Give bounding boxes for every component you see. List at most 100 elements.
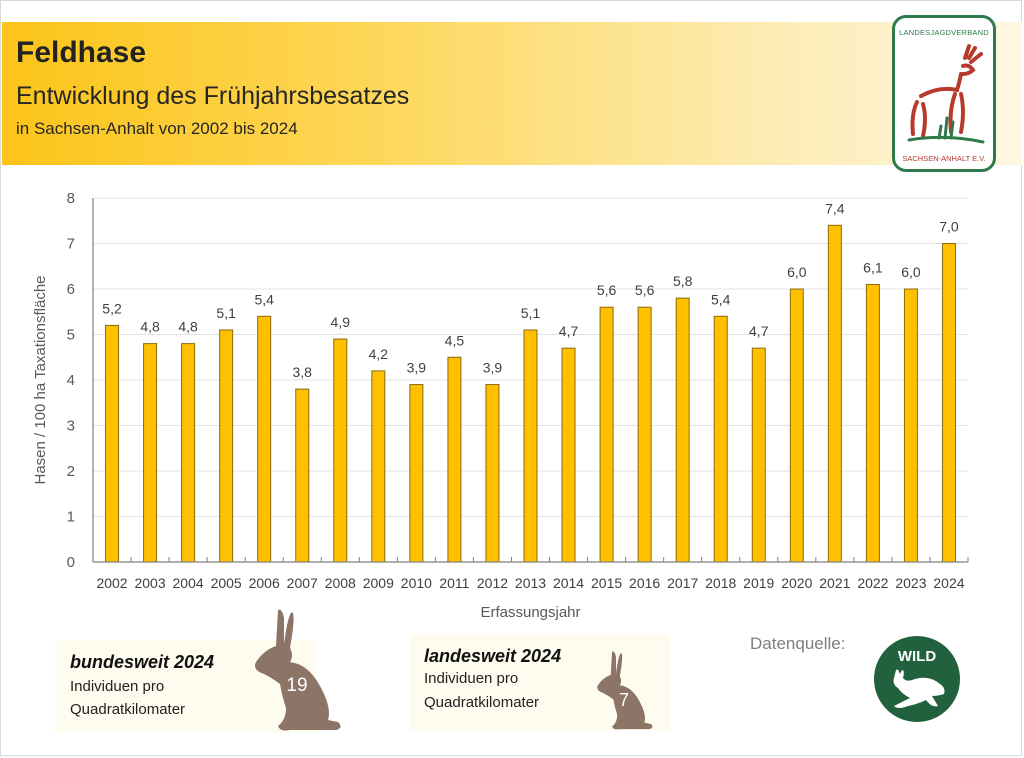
x-tick-label: 2007 <box>287 575 318 591</box>
x-tick-label: 2011 <box>439 575 469 591</box>
data-label: 6,1 <box>863 259 883 275</box>
x-tick-label: 2005 <box>211 575 242 591</box>
bar-2022 <box>865 283 880 563</box>
y-tick-label: 6 <box>67 281 75 298</box>
data-label: 5,6 <box>597 282 617 298</box>
deer-icon <box>907 44 985 144</box>
bundesweit-heading: bundesweit 2024 <box>70 652 215 672</box>
x-tick-label: 2013 <box>515 575 546 591</box>
data-label: 5,2 <box>102 300 122 316</box>
data-label: 6,0 <box>901 264 921 280</box>
bar-2008 <box>333 338 348 563</box>
bar-2024 <box>941 243 956 563</box>
bar-2004 <box>181 343 196 563</box>
bar-2006 <box>257 315 272 563</box>
data-source-label: Datenquelle: <box>750 634 846 653</box>
page-title: Feldhase <box>16 36 147 69</box>
data-label: 4,7 <box>749 323 769 339</box>
bar-2016 <box>637 306 652 563</box>
bars <box>105 224 956 563</box>
x-tick-label: 2019 <box>743 575 774 591</box>
y-tick-label: 3 <box>67 418 75 435</box>
x-tick-label: 2003 <box>134 575 165 591</box>
data-labels: 5,2 4,8 4,8 5,1 5,4 3,8 4,9 4,2 3,9 4,5 3,9 5,1 4,7 5… <box>102 200 959 380</box>
bundesweit-line1: Individuen pro <box>70 678 165 695</box>
data-label: 5,4 <box>711 291 731 307</box>
x-tick-label: 2006 <box>249 575 280 591</box>
bar-2018 <box>713 315 728 563</box>
bundesweit-line2: Quadratkilomater <box>70 701 186 718</box>
data-label: 3,9 <box>483 360 503 376</box>
logo-top-text: LANDESJAGDVERBAND <box>899 28 989 37</box>
landesweit-line2: Quadratkilomater <box>424 694 540 711</box>
bar-2011 <box>447 356 462 563</box>
data-label: 7,0 <box>939 219 959 235</box>
wild-logo-text: WILD <box>897 648 937 665</box>
bar-2020 <box>789 288 804 563</box>
x-tick-label: 2009 <box>363 575 394 591</box>
x-tick-label: 2021 <box>819 575 850 591</box>
x-tick-label: 2023 <box>895 575 926 591</box>
y-tick-label: 7 <box>67 236 75 253</box>
data-label: 5,4 <box>254 291 274 307</box>
x-tick-label: 2014 <box>553 575 584 591</box>
hare-silhouette-large-icon <box>255 609 341 731</box>
bar-2015 <box>599 306 614 563</box>
logo-bottom-text: SACHSEN-ANHALT E.V. <box>902 154 986 163</box>
bar-2005 <box>219 329 234 563</box>
y-tick-label: 0 <box>67 554 75 571</box>
bar-2010 <box>409 384 424 563</box>
landesweit-heading: landesweit 2024 <box>424 646 562 666</box>
x-axis-label: Erfassungsjahr <box>480 604 580 620</box>
page-subtitle-region: in Sachsen-Anhalt von 2002 bis 2024 <box>16 119 298 138</box>
x-tick-label: 2024 <box>933 575 964 591</box>
x-tick-label: 2008 <box>325 575 356 591</box>
data-label: 5,1 <box>521 305 541 321</box>
x-tick-label: 2010 <box>401 575 432 591</box>
x-tick-label: 2004 <box>173 575 204 591</box>
x-tick-label: 2012 <box>477 575 508 591</box>
data-label: 6,0 <box>787 264 807 280</box>
bar-2002 <box>105 324 120 563</box>
landesweit-line1: Individuen pro <box>424 670 519 687</box>
wild-logo: WILD <box>874 636 960 722</box>
data-label: 4,7 <box>559 323 579 339</box>
bar-2023 <box>903 288 918 563</box>
hare-silhouette-small-icon <box>597 651 653 730</box>
y-tick-label: 1 <box>67 509 75 526</box>
x-tick-label: 2020 <box>781 575 812 591</box>
x-tick-label: 2017 <box>667 575 698 591</box>
ljv-logo: LANDESJAGDVERBAND SACHSEN-ANHALT E.V. <box>892 15 996 172</box>
bar-2019 <box>751 347 766 563</box>
data-label: 4,5 <box>445 332 465 348</box>
running-hare-icon <box>893 669 945 708</box>
x-tick-label: 2018 <box>705 575 736 591</box>
y-tick-label: 4 <box>67 372 75 389</box>
data-label: 4,8 <box>140 319 160 335</box>
x-tick-label: 2022 <box>857 575 888 591</box>
data-label: 4,2 <box>369 346 389 362</box>
bundesweit-value: 19 <box>286 675 308 696</box>
data-label: 3,9 <box>407 360 427 376</box>
y-tick-label: 2 <box>67 463 75 480</box>
bar-2007 <box>295 388 310 563</box>
bar-2012 <box>485 384 500 563</box>
x-tick-label: 2015 <box>591 575 622 591</box>
data-label: 4,8 <box>178 319 198 335</box>
bar-2017 <box>675 297 690 563</box>
x-axis-ticks: 2002 2003 2004 2005 2006 2007 2008 2009 2010 2011… <box>96 557 969 591</box>
data-label: 5,8 <box>673 273 693 289</box>
bar-2021 <box>827 224 842 563</box>
header-banner <box>2 22 1022 165</box>
bar-2009 <box>371 370 386 563</box>
landesweit-value: 7 <box>618 690 629 710</box>
y-axis-label: Hasen / 100 ha Taxationsfläche <box>32 275 49 484</box>
bar-chart: 0 1 2 3 4 5 6 7 8 5,2 4,8 4,8 5,1 5,4 3,8 4,9 4,2 3,9 4,5… <box>32 190 969 620</box>
data-label: 3,8 <box>293 364 313 380</box>
y-tick-label: 5 <box>67 327 75 344</box>
data-label: 7,4 <box>825 200 845 216</box>
page-subtitle: Entwicklung des Frühjahrsbesatzes <box>16 82 410 110</box>
y-tick-label: 8 <box>67 190 75 207</box>
bar-2014 <box>561 347 576 563</box>
